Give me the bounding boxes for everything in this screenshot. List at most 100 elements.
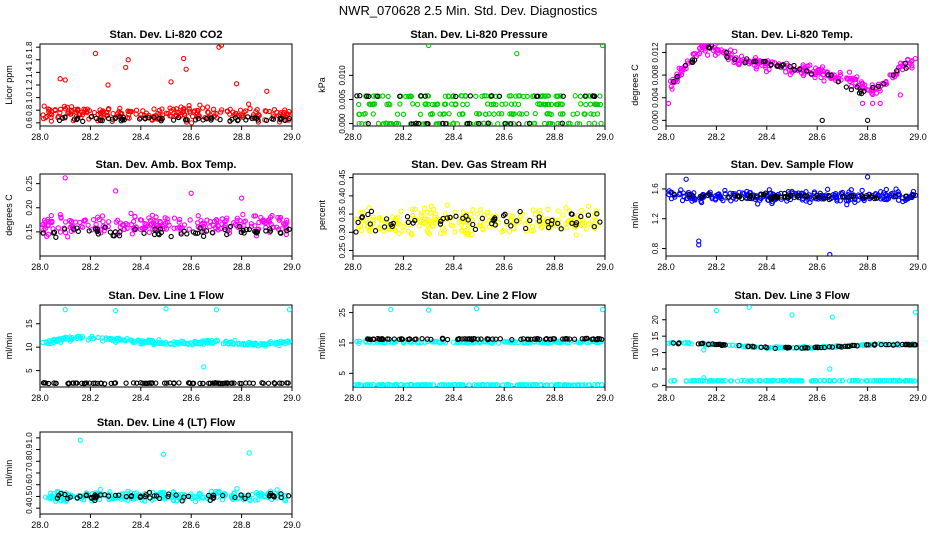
data-point (717, 378, 723, 384)
data-point (560, 212, 566, 218)
x-tick-label: 28.0 (657, 132, 675, 142)
data-point (504, 121, 511, 126)
data-point (563, 205, 569, 211)
data-point (716, 191, 722, 197)
data-point (241, 230, 247, 236)
data-point (410, 101, 416, 107)
data-point (715, 194, 722, 200)
data-point (367, 228, 373, 234)
data-point (285, 493, 292, 499)
data-point (573, 232, 580, 238)
data-point (195, 115, 201, 122)
data-point (201, 221, 208, 227)
data-point (895, 189, 901, 195)
data-point (68, 107, 75, 113)
data-point (722, 191, 728, 197)
data-point (822, 378, 828, 384)
data-point (564, 225, 570, 231)
data-point (854, 84, 860, 90)
data-point (526, 120, 533, 126)
outlier-point (180, 55, 187, 62)
data-point (485, 101, 491, 107)
data-point (137, 116, 143, 122)
data-point (253, 109, 259, 115)
data-point (151, 106, 157, 112)
y-tick-label: 0.5 (25, 490, 34, 502)
data-point (137, 494, 143, 501)
data-point (523, 225, 529, 232)
data-point (385, 226, 391, 232)
data-point (427, 210, 434, 216)
data-point (187, 217, 193, 223)
data-point (722, 342, 728, 348)
data-point (591, 120, 598, 126)
data-point (579, 382, 585, 387)
data-point (355, 219, 361, 226)
data-point (432, 338, 438, 345)
data-point (591, 111, 597, 117)
data-point (279, 380, 285, 386)
data-point (367, 101, 373, 107)
data-point (48, 212, 54, 219)
y-tick-label: 0.6 (25, 117, 34, 129)
data-point (810, 378, 816, 384)
data-point (598, 120, 604, 126)
data-point (542, 101, 548, 108)
data-point (499, 111, 505, 117)
data-point (111, 233, 117, 239)
data-point (751, 59, 757, 65)
data-point (816, 69, 822, 76)
data-point (547, 120, 553, 126)
x-tick-label: 28.8 (546, 393, 564, 403)
data-point (70, 380, 76, 386)
data-point (668, 196, 675, 202)
y-tick-label: 0.8 (25, 455, 34, 467)
x-tick-label: 28.6 (808, 393, 826, 403)
data-point (410, 220, 416, 226)
data-point (231, 490, 237, 496)
x-tick-label: 28.6 (495, 262, 513, 272)
data-point (64, 104, 70, 110)
data-point (435, 339, 441, 345)
data-point (537, 339, 544, 345)
data-point (170, 497, 177, 504)
data-point (572, 93, 578, 99)
data-point (492, 215, 498, 221)
data-point (405, 336, 411, 343)
data-point (393, 382, 399, 387)
data-point (557, 93, 564, 99)
data-point (452, 229, 458, 235)
data-point (412, 206, 418, 212)
data-point (903, 65, 909, 71)
y-tick-label: 1.0 (25, 92, 34, 104)
data-point (83, 492, 89, 499)
data-point (218, 107, 225, 113)
data-point (364, 336, 371, 342)
data-point (437, 221, 444, 227)
series-reference (353, 208, 603, 235)
plot-area (354, 44, 605, 126)
outlier-point (238, 195, 245, 201)
data-point (184, 231, 190, 237)
data-point (366, 93, 372, 99)
data-point (386, 382, 392, 387)
data-point (432, 217, 438, 223)
data-point (354, 93, 360, 99)
data-point (510, 111, 516, 117)
data-point (531, 93, 537, 99)
data-point (545, 218, 551, 225)
data-point (689, 378, 695, 384)
series-reference (40, 223, 292, 240)
data-point (675, 341, 682, 347)
plot-area (353, 202, 603, 238)
data-point (496, 93, 503, 99)
data-point (508, 121, 514, 126)
data-point (117, 105, 123, 111)
data-point (46, 380, 52, 387)
data-point (448, 382, 454, 387)
data-point (236, 223, 243, 230)
y-tick-label: 0.4 (25, 502, 34, 514)
data-point (888, 378, 894, 384)
data-point (353, 229, 359, 235)
